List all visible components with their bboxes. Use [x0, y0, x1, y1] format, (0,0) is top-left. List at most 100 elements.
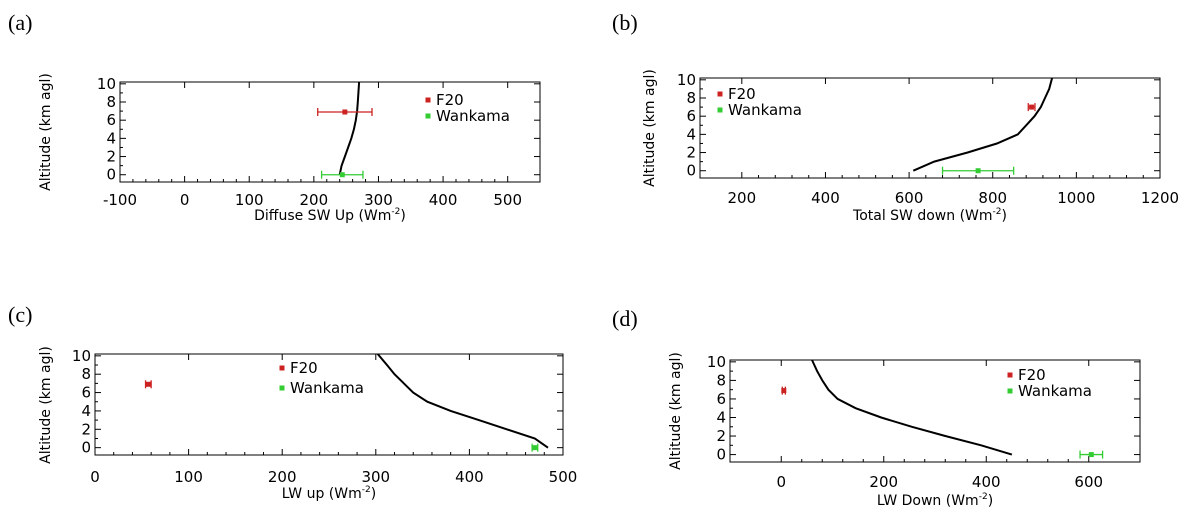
y-tick-label: 0	[716, 446, 726, 464]
x-axis-label-end: )	[1002, 208, 1007, 224]
panel-label: (c)	[8, 302, 32, 327]
y-tick-label: 8	[106, 93, 116, 111]
x-axis-label-sup: -2	[362, 485, 371, 495]
x-tick-label: 800	[978, 189, 1007, 207]
legend-marker-f20	[1007, 372, 1013, 378]
x-axis-label-text: LW Down (Wm	[877, 493, 979, 509]
x-axis-label: Diffuse SW Up (Wm-2)	[254, 207, 406, 224]
profile-line	[912, 77, 1054, 172]
y-tick-label: 8	[81, 365, 91, 383]
x-tick-label: 1200	[1141, 189, 1179, 207]
x-axis-label-text: LW up (Wm	[282, 486, 362, 502]
legend-marker-wankama	[279, 385, 285, 391]
legend-marker-f20	[717, 91, 723, 97]
panel-label: (b)	[612, 10, 638, 35]
profile-line	[338, 81, 361, 175]
data-point-f20	[781, 388, 787, 394]
x-tick-label: 600	[1074, 473, 1103, 491]
y-tick-label: 10	[97, 75, 116, 93]
profile-line	[811, 359, 1013, 456]
y-tick-label: 8	[716, 371, 726, 389]
y-axis-label: Altitude (km agl)	[38, 73, 54, 191]
x-tick-label: 400	[429, 191, 458, 209]
y-tick-label: 6	[716, 390, 726, 408]
x-axis-label-sup: -2	[993, 207, 1002, 217]
x-tick-label: 200	[268, 468, 297, 486]
y-tick-label: 0	[81, 439, 91, 457]
legend-marker-wankama	[717, 107, 723, 113]
x-axis-label: LW Down (Wm-2)	[877, 492, 993, 509]
legend-marker-f20	[425, 97, 431, 103]
x-tick-label: 400	[455, 468, 484, 486]
legend-marker-f20	[279, 365, 285, 371]
y-tick-label: 4	[686, 125, 696, 143]
x-axis-label-end: )	[988, 493, 993, 509]
x-tick-label: 500	[549, 468, 578, 486]
data-point-wankama	[339, 172, 345, 178]
x-tick-label: 1000	[1057, 189, 1095, 207]
panel-label: (d)	[612, 306, 638, 331]
profile-line	[376, 353, 549, 449]
y-tick-label: 6	[686, 107, 696, 125]
legend-label-wankama: Wankama	[436, 107, 510, 125]
y-axis-label: Altitude (km agl)	[668, 352, 684, 470]
legend-label-f20: F20	[436, 91, 464, 109]
x-tick-label: 200	[727, 189, 756, 207]
y-tick-label: 6	[81, 384, 91, 402]
y-tick-label: 2	[106, 148, 116, 166]
y-tick-label: 2	[686, 144, 696, 162]
plot-frame	[699, 77, 1161, 179]
legend-marker-wankama	[1007, 388, 1013, 394]
y-tick-label: 2	[81, 420, 91, 438]
legend-marker-wankama	[425, 113, 431, 119]
y-tick-label: 4	[716, 408, 726, 426]
data-point-f20	[1029, 104, 1035, 110]
x-axis-label-sup: -2	[979, 492, 988, 502]
x-tick-label: 400	[811, 189, 840, 207]
legend-label-wankama: Wankama	[728, 101, 802, 119]
x-axis-label-end: )	[400, 208, 405, 224]
legend-label-f20: F20	[728, 85, 756, 103]
panel-label: (a)	[8, 10, 32, 35]
x-tick-label: 0	[180, 191, 190, 209]
x-axis-label: Total SW down (Wm-2)	[852, 207, 1007, 224]
x-axis-label-text: Diffuse SW Up (Wm	[254, 208, 391, 224]
y-tick-label: 4	[81, 402, 91, 420]
x-tick-label: -100	[103, 191, 137, 209]
x-tick-label: 400	[972, 473, 1001, 491]
y-tick-label: 10	[677, 71, 696, 89]
data-point-wankama	[1088, 452, 1094, 458]
y-tick-label: 8	[686, 89, 696, 107]
y-tick-label: 0	[686, 162, 696, 180]
legend-label-f20: F20	[1018, 366, 1046, 384]
x-tick-label: 300	[364, 191, 393, 209]
y-tick-label: 10	[707, 353, 726, 371]
x-axis-label-end: )	[371, 486, 376, 502]
plot-frame	[729, 359, 1141, 463]
y-tick-label: 10	[72, 347, 91, 365]
x-tick-label: 600	[895, 189, 924, 207]
plot-frame	[94, 353, 564, 456]
legend-label-f20: F20	[290, 359, 318, 377]
y-tick-label: 2	[716, 427, 726, 445]
plot-frame	[119, 81, 541, 183]
x-tick-label: 0	[90, 468, 100, 486]
data-point-f20	[342, 109, 348, 115]
x-axis-label-text: Total SW down (Wm	[852, 208, 993, 224]
x-tick-label: 100	[174, 468, 203, 486]
data-point-wankama	[532, 445, 538, 451]
x-axis-label-sup: -2	[391, 207, 400, 217]
y-tick-label: 6	[106, 111, 116, 129]
x-tick-label: 200	[300, 191, 329, 209]
x-axis-label: LW up (Wm-2)	[282, 485, 376, 502]
legend-label-wankama: Wankama	[290, 379, 364, 397]
data-point-f20	[145, 381, 151, 387]
y-axis-label: Altitude (km agl)	[642, 69, 658, 187]
y-tick-label: 4	[106, 129, 116, 147]
x-tick-label: 200	[869, 473, 898, 491]
y-axis-label: Altitude (km agl)	[38, 346, 54, 464]
